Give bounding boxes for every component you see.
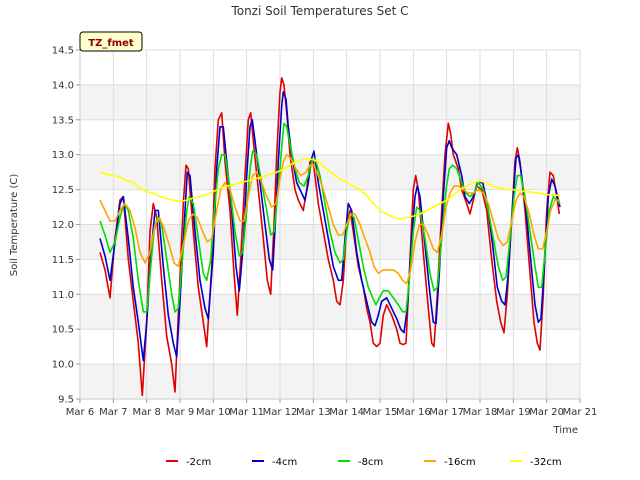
x-tick-label: Mar 7 — [99, 407, 127, 418]
y-axis-title: Soil Temperature (C) — [9, 174, 20, 277]
chart-title: Tonzi Soil Temperatures Set C — [230, 4, 408, 18]
x-tick-label: Mar 17 — [429, 407, 464, 418]
y-tick-label: 14.5 — [52, 46, 74, 57]
site-label: TZ_fmet — [88, 38, 134, 49]
y-tick-label: 13.5 — [52, 115, 74, 126]
x-tick-label: Mar 13 — [296, 407, 331, 418]
series-line-2cm — [99, 77, 561, 397]
legend-label: -2cm — [186, 457, 211, 468]
y-tick-label: 12.5 — [52, 185, 74, 196]
y-tick-label: 9.5 — [58, 395, 74, 406]
x-tick-label: Mar 11 — [229, 407, 264, 418]
plot-band — [80, 364, 580, 399]
y-tick-label: 14.0 — [52, 80, 74, 91]
x-tick-label: Mar 21 — [563, 407, 598, 418]
y-tick-label: 10.5 — [52, 325, 74, 336]
plot-band — [80, 84, 580, 120]
x-tick-label: Mar 15 — [363, 407, 398, 418]
x-tick-label: Mar 12 — [263, 407, 298, 418]
x-tick-label: Mar 10 — [196, 407, 231, 418]
series-line-32cm — [99, 158, 560, 220]
x-tick-label: Mar 9 — [166, 407, 194, 418]
x-tick-label: Mar 14 — [329, 407, 364, 418]
x-tick-label: Mar 20 — [529, 407, 564, 418]
legend-label: -16cm — [444, 457, 476, 468]
x-tick-label: Mar 18 — [463, 407, 498, 418]
y-tick-label: 11.0 — [52, 290, 74, 301]
y-tick-label: 11.5 — [52, 255, 74, 266]
legend: -2cm -4cm -8cm -16cm -32cm — [166, 457, 562, 468]
x-tick-label: Mar 8 — [132, 407, 160, 418]
y-tick-label: 10.0 — [52, 360, 74, 371]
x-tick-label: Mar 6 — [66, 407, 94, 418]
legend-label: -32cm — [530, 457, 562, 468]
x-axis-title: Time — [553, 425, 578, 436]
y-tick-label: 13.0 — [52, 150, 74, 161]
site-label-box: TZ_fmet — [79, 31, 143, 52]
y-tick-label: 12.0 — [52, 220, 74, 231]
series-lines — [99, 77, 561, 397]
axes: 9.5 10.0 10.5 11.0 11.5 12.0 12.5 13.0 13.5 14.0 1… — [52, 46, 598, 419]
series-line-16cm — [99, 153, 560, 285]
legend-label: -4cm — [272, 457, 297, 468]
x-tick-label: Mar 16 — [396, 407, 431, 418]
legend-label: -8cm — [358, 457, 383, 468]
x-tick-label: Mar 19 — [496, 407, 531, 418]
